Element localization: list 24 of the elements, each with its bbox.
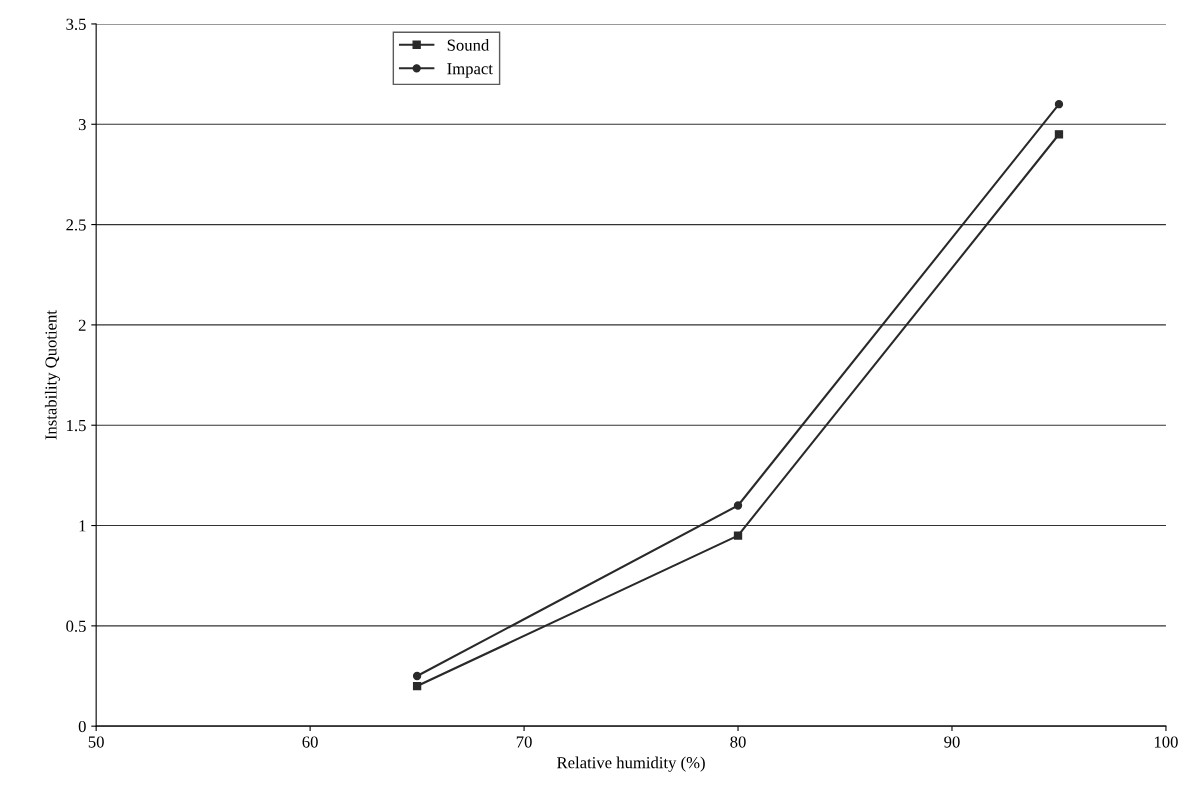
y-tick-label: 1 bbox=[79, 520, 86, 532]
y-tick-label: 3 bbox=[78, 119, 86, 131]
point bbox=[1054, 100, 1064, 109]
point bbox=[733, 501, 743, 510]
point bbox=[733, 531, 743, 540]
point bbox=[412, 681, 422, 691]
y-tick-label: 1.5 bbox=[67, 420, 86, 432]
y-tick-label: 2 bbox=[78, 319, 86, 331]
x-tick-label: 70 bbox=[516, 736, 532, 748]
point bbox=[1054, 130, 1064, 139]
x-tick-label: 80 bbox=[730, 736, 746, 748]
x-tick-label: 50 bbox=[88, 736, 104, 748]
x-axis-title: Relative humidity (%) bbox=[557, 756, 705, 772]
legend-label: Sound bbox=[447, 39, 490, 51]
y-tick-label: 3.5 bbox=[66, 18, 86, 30]
x-tick-label: 60 bbox=[302, 736, 318, 748]
point bbox=[412, 671, 422, 681]
legend-label: Impact bbox=[447, 63, 493, 78]
y-tick-label: 0 bbox=[78, 720, 86, 733]
x-tick-label: 100 bbox=[1154, 736, 1178, 748]
x-tick-label: 90 bbox=[944, 736, 960, 748]
y-axis-title: Instability Quotient bbox=[44, 310, 61, 440]
y-tick-label: 0.5 bbox=[66, 620, 86, 632]
y-tick-label: 2.5 bbox=[66, 219, 86, 231]
